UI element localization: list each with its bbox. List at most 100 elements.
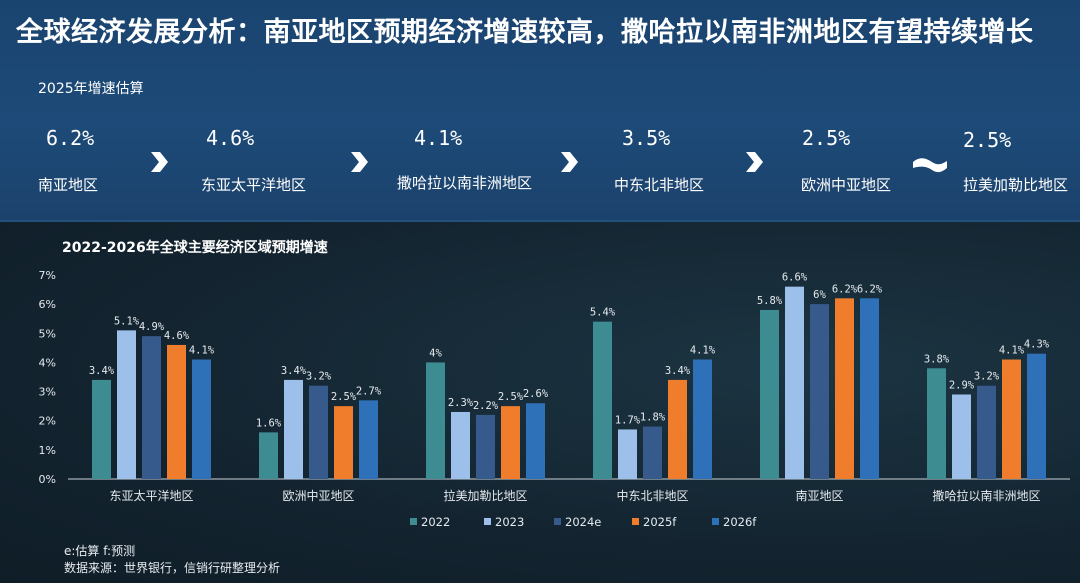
bar: [92, 379, 111, 479]
x-tick-label: 中东北非地区: [616, 488, 688, 503]
bar: [142, 336, 161, 479]
bar: [618, 429, 637, 479]
legend-label: 2022: [421, 515, 450, 529]
y-tick-label: 6%: [39, 298, 56, 311]
region-name: 撒哈拉以南非洲地区: [397, 174, 533, 192]
data-label: 4.1%: [189, 345, 215, 357]
data-label: 4.1%: [999, 345, 1025, 357]
data-label: 4.3%: [1024, 339, 1050, 351]
legend-swatch: [632, 518, 639, 525]
bar: [860, 298, 879, 479]
region-growth-value: 3.5%: [622, 126, 671, 150]
bar: [1027, 353, 1046, 479]
region-name: 南亚地区: [38, 176, 99, 194]
bar: [952, 394, 971, 479]
data-label: 6.2%: [832, 283, 858, 295]
data-label: 3.4%: [665, 365, 691, 377]
bar: [693, 359, 712, 479]
bar: [526, 403, 545, 479]
y-tick-label: 7%: [39, 269, 56, 282]
legend-swatch: [410, 518, 417, 525]
bar: [643, 426, 662, 479]
data-label: 1.7%: [615, 414, 641, 426]
region-growth-value: 4.6%: [206, 126, 255, 150]
data-label: 5.4%: [590, 307, 616, 319]
wave-icon: [913, 158, 947, 173]
bar: [668, 379, 687, 479]
data-label: 3.8%: [924, 353, 950, 365]
legend-swatch: [484, 518, 491, 525]
legend-swatch: [712, 518, 719, 525]
y-tick-label: 2%: [39, 415, 56, 428]
data-source: 数据来源：世界银行，信销行研整理分析: [64, 561, 281, 575]
legend-label: 2025f: [643, 515, 677, 529]
chevron-right-icon: [746, 152, 763, 172]
bar: [835, 298, 854, 479]
region-name: 拉美加勒比地区: [963, 176, 1069, 194]
data-label: 1.6%: [256, 417, 282, 429]
bar: [593, 321, 612, 479]
chevron-right-icon: [561, 152, 578, 172]
bar: [167, 344, 186, 479]
legend-label: 2023: [495, 515, 524, 529]
legend-label: 2024e: [565, 515, 601, 529]
region-name: 东亚太平洋地区: [201, 176, 307, 194]
bar: [309, 385, 328, 479]
footnotes: e:估算 f:预测 数据来源：世界银行，信销行研整理分析: [64, 543, 280, 577]
bar: [359, 400, 378, 479]
bar: [927, 368, 946, 479]
bar: [426, 362, 445, 479]
data-label: 4.9%: [139, 321, 165, 333]
data-label: 2.7%: [356, 385, 382, 397]
bar: [192, 359, 211, 479]
data-label: 6.2%: [857, 283, 883, 295]
page-title: 全球经济发展分析：南亚地区预期经济增速较高，撒哈拉以南非洲地区有望持续增长: [16, 17, 1034, 48]
data-label: 6%: [813, 289, 826, 301]
x-tick-label: 南亚地区: [795, 488, 843, 503]
y-tick-label: 4%: [39, 356, 56, 369]
data-label: 2.5%: [331, 391, 357, 403]
bar: [284, 379, 303, 479]
y-tick-label: 3%: [39, 386, 56, 399]
bar: [334, 406, 353, 479]
data-label: 6.6%: [782, 272, 808, 284]
bar: [785, 286, 804, 479]
bar: [977, 385, 996, 479]
region-growth-value: 2.5%: [802, 126, 851, 150]
y-tick-label: 1%: [39, 444, 56, 457]
data-label: 4.1%: [690, 345, 716, 357]
data-label: 2.3%: [448, 397, 474, 409]
data-label: 3.4%: [281, 365, 307, 377]
bar: [760, 309, 779, 479]
estimate-note: e:估算 f:预测: [64, 544, 136, 558]
chevron-right-icon: [151, 152, 168, 172]
bar: [117, 330, 136, 479]
region-name: 欧洲中亚地区: [801, 176, 892, 194]
chevron-right-icon: [351, 152, 368, 172]
data-label: 4.6%: [164, 330, 190, 342]
legend-label: 2026f: [723, 515, 757, 529]
data-label: 2.6%: [523, 388, 549, 400]
data-label: 2.5%: [498, 391, 524, 403]
region-growth-value: 6.2%: [46, 126, 95, 150]
header-band: [0, 0, 1080, 222]
data-label: 2.9%: [949, 379, 975, 391]
bar: [476, 414, 495, 479]
region-growth-value: 4.1%: [414, 126, 463, 150]
estimate-heading: 2025年增速估算: [38, 81, 144, 97]
bar: [451, 411, 470, 479]
bar: [810, 304, 829, 479]
chart-title: 2022-2026年全球主要经济区域预期增速: [62, 240, 328, 256]
region-growth-value: 2.5%: [963, 128, 1012, 152]
data-label: 5.8%: [757, 295, 783, 307]
data-label: 2.2%: [473, 400, 499, 412]
y-tick-label: 0%: [39, 473, 56, 486]
data-label: 5.1%: [114, 315, 140, 327]
bar: [259, 432, 278, 479]
legend-swatch: [554, 518, 561, 525]
data-label: 3.4%: [89, 365, 115, 377]
bar: [501, 406, 520, 479]
x-tick-label: 撒哈拉以南非洲地区: [932, 488, 1040, 503]
region-name: 中东北非地区: [614, 176, 705, 194]
